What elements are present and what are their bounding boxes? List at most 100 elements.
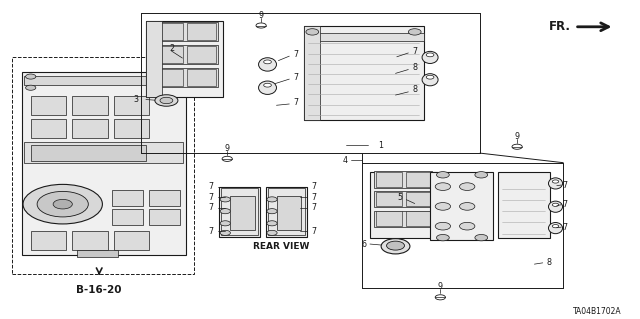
Circle shape xyxy=(23,184,102,224)
Text: 7: 7 xyxy=(293,73,298,82)
Circle shape xyxy=(475,234,488,241)
Bar xyxy=(12,57,194,274)
Circle shape xyxy=(436,172,449,178)
Ellipse shape xyxy=(548,178,563,189)
Text: 5: 5 xyxy=(397,193,403,202)
Text: 7: 7 xyxy=(293,98,298,107)
Bar xyxy=(72,119,108,138)
Bar xyxy=(146,21,162,97)
Circle shape xyxy=(435,295,445,300)
Circle shape xyxy=(155,95,178,106)
Ellipse shape xyxy=(381,239,410,254)
Circle shape xyxy=(552,203,559,206)
Bar xyxy=(150,22,218,41)
Text: 8: 8 xyxy=(412,85,417,94)
Text: 7: 7 xyxy=(209,204,214,212)
Bar xyxy=(114,231,149,250)
Bar xyxy=(406,172,431,187)
Text: FR.: FR. xyxy=(549,20,571,33)
Bar xyxy=(304,33,424,41)
Ellipse shape xyxy=(548,201,563,212)
Circle shape xyxy=(222,156,232,161)
Bar xyxy=(24,76,183,85)
Circle shape xyxy=(267,221,277,226)
Circle shape xyxy=(267,230,277,235)
Text: 7: 7 xyxy=(412,47,417,56)
Bar xyxy=(31,231,66,250)
Bar xyxy=(304,26,424,120)
Bar xyxy=(149,190,180,206)
Circle shape xyxy=(26,74,36,79)
Bar xyxy=(31,119,66,138)
Circle shape xyxy=(267,209,277,214)
Circle shape xyxy=(220,221,230,226)
Bar xyxy=(268,188,305,235)
Bar xyxy=(114,119,149,138)
Bar xyxy=(430,172,493,240)
Circle shape xyxy=(53,199,72,209)
Bar xyxy=(150,68,218,87)
Text: 9: 9 xyxy=(438,282,443,291)
Text: 1: 1 xyxy=(378,141,383,150)
Bar xyxy=(152,46,183,63)
Bar xyxy=(219,187,260,237)
Text: 8: 8 xyxy=(412,63,417,72)
Text: 7: 7 xyxy=(311,182,316,191)
Bar xyxy=(114,96,149,115)
Bar xyxy=(376,211,402,226)
Ellipse shape xyxy=(259,58,276,71)
Bar xyxy=(277,196,301,230)
Bar xyxy=(376,172,402,187)
Circle shape xyxy=(435,183,451,190)
Circle shape xyxy=(387,241,404,250)
Bar xyxy=(406,192,431,206)
Bar xyxy=(72,231,108,250)
Circle shape xyxy=(426,75,434,79)
Bar xyxy=(406,211,431,226)
Text: 7: 7 xyxy=(311,193,316,202)
Circle shape xyxy=(267,197,277,202)
Text: 3: 3 xyxy=(133,95,138,104)
Bar xyxy=(149,209,180,225)
Circle shape xyxy=(552,225,559,228)
Bar xyxy=(374,211,432,227)
Ellipse shape xyxy=(259,81,276,94)
Text: 9: 9 xyxy=(225,144,230,153)
Bar xyxy=(498,172,550,238)
Circle shape xyxy=(460,203,475,210)
Text: B-16-20: B-16-20 xyxy=(76,285,122,295)
Text: 6: 6 xyxy=(361,240,366,249)
Text: 7: 7 xyxy=(293,50,298,59)
Circle shape xyxy=(426,53,434,57)
Circle shape xyxy=(169,85,179,90)
Circle shape xyxy=(220,209,230,214)
Text: 7: 7 xyxy=(311,204,316,212)
Bar xyxy=(31,145,146,161)
Bar xyxy=(266,187,307,237)
Ellipse shape xyxy=(422,74,438,86)
Text: 7: 7 xyxy=(562,181,567,189)
Bar xyxy=(152,69,183,86)
Circle shape xyxy=(264,83,271,87)
Text: 8: 8 xyxy=(547,258,552,267)
Bar xyxy=(77,250,118,257)
Bar xyxy=(374,191,432,207)
Bar xyxy=(112,190,143,206)
Bar xyxy=(150,45,218,64)
Ellipse shape xyxy=(422,51,438,63)
Circle shape xyxy=(306,29,319,35)
Text: 7: 7 xyxy=(562,200,567,209)
Bar xyxy=(146,21,223,97)
Bar xyxy=(152,23,183,40)
Circle shape xyxy=(552,180,559,183)
Bar xyxy=(24,142,183,163)
Text: REAR VIEW: REAR VIEW xyxy=(253,242,310,251)
Ellipse shape xyxy=(548,223,563,234)
Text: 7: 7 xyxy=(311,227,316,236)
Text: 9: 9 xyxy=(515,132,520,141)
Circle shape xyxy=(264,60,271,64)
Circle shape xyxy=(220,230,230,235)
Bar xyxy=(370,172,437,238)
Circle shape xyxy=(220,197,230,202)
Text: 7: 7 xyxy=(209,227,214,236)
